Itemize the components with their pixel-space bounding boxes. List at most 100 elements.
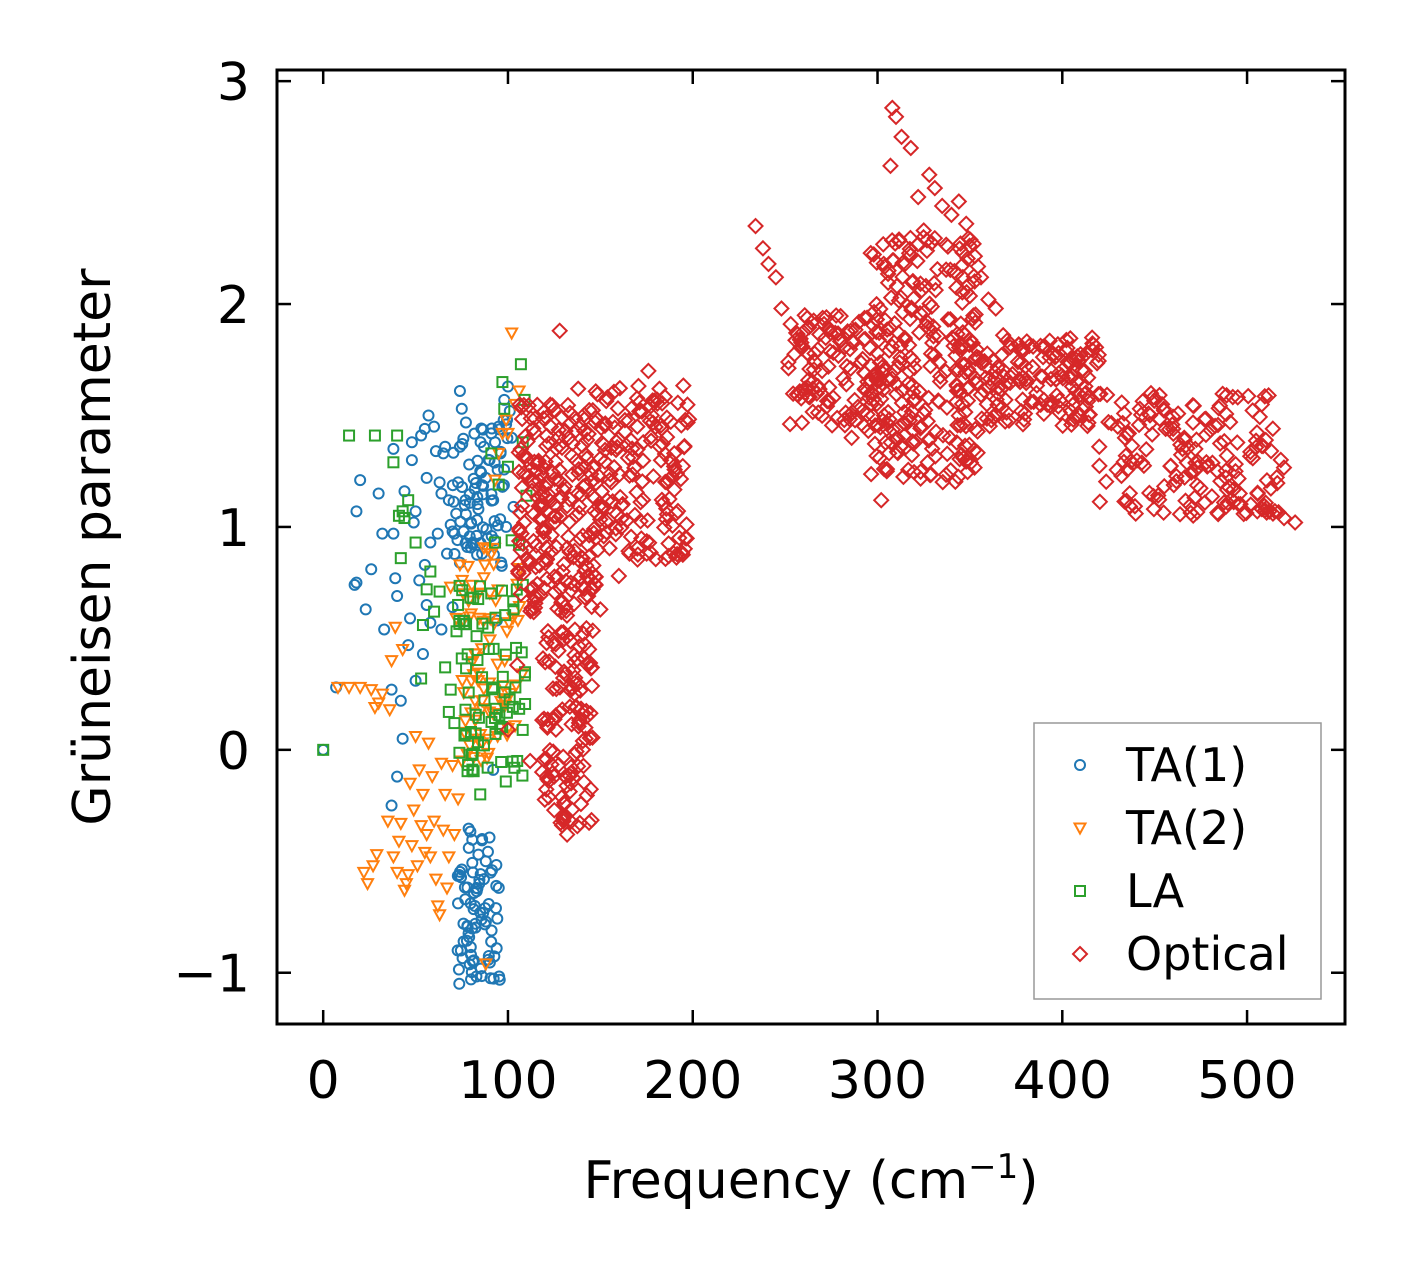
point-optical [1057, 331, 1075, 349]
point-optical [1165, 476, 1183, 494]
point-optical [585, 459, 603, 477]
point-optical [601, 465, 619, 483]
point-optical [519, 550, 537, 568]
point-optical [543, 756, 560, 773]
point-optical [641, 412, 659, 430]
point-optical [542, 543, 560, 561]
point-la [472, 593, 485, 606]
point-optical [587, 576, 605, 594]
point-optical [548, 569, 566, 586]
point-ta2 [499, 625, 515, 639]
point-optical [562, 813, 580, 831]
point-optical [634, 491, 652, 509]
point-la [391, 429, 404, 442]
point-la [317, 743, 330, 756]
point-optical [966, 314, 984, 332]
point-optical [511, 522, 528, 540]
point-optical [651, 437, 668, 455]
point-optical [550, 421, 568, 439]
point-optical [520, 553, 538, 571]
point-optical [567, 698, 585, 715]
point-optical [968, 341, 986, 358]
point-ta2 [419, 829, 434, 843]
point-optical [674, 457, 692, 475]
point-optical [1051, 391, 1069, 409]
point-optical [640, 534, 658, 552]
point-optical [672, 470, 690, 488]
point-optical [629, 546, 647, 564]
point-ta1 [500, 520, 513, 533]
point-la [496, 670, 509, 683]
point-ta2 [402, 777, 418, 791]
point-optical [1268, 469, 1286, 486]
point-optical [1116, 493, 1133, 510]
point-optical [810, 325, 828, 343]
point-optical [556, 478, 574, 495]
point-optical [948, 376, 965, 394]
point-optical [794, 323, 812, 341]
point-optical [1022, 393, 1040, 411]
point-ta2 [443, 581, 458, 595]
point-optical [747, 217, 764, 235]
series-la [317, 358, 533, 801]
point-optical [539, 485, 557, 503]
point-ta1 [398, 485, 411, 498]
point-optical [941, 429, 959, 447]
point-optical [1218, 386, 1236, 404]
point-optical [929, 327, 947, 345]
point-optical [926, 346, 943, 364]
point-optical [1186, 462, 1204, 480]
point-optical [553, 788, 571, 806]
point-optical [571, 711, 588, 729]
point-optical [827, 307, 845, 324]
point-optical [1174, 440, 1191, 458]
point-optical [593, 483, 611, 500]
point-ta1 [484, 866, 497, 879]
point-ta1 [454, 515, 467, 528]
point-ta1 [456, 438, 469, 451]
point-optical [803, 313, 820, 331]
point-ta1 [490, 879, 503, 892]
point-optical [1215, 494, 1233, 511]
point-ta1 [433, 476, 446, 489]
point-optical [939, 238, 957, 255]
point-ta1 [471, 498, 484, 511]
point-optical [1189, 453, 1207, 471]
point-optical [842, 360, 860, 377]
point-optical [1251, 408, 1269, 426]
point-ta1 [439, 440, 452, 453]
point-optical [912, 275, 929, 293]
point-optical [1188, 476, 1206, 494]
point-optical [1137, 440, 1155, 458]
point-optical [894, 303, 912, 321]
point-ta2 [441, 851, 457, 865]
point-optical [674, 377, 692, 395]
point-optical [1066, 408, 1084, 426]
point-la [499, 775, 512, 788]
point-optical [563, 715, 581, 733]
point-optical [1051, 404, 1069, 422]
point-ta2 [364, 684, 379, 698]
point-ta2 [464, 675, 479, 689]
point-optical [1091, 493, 1109, 511]
point-la [439, 661, 452, 674]
point-optical [903, 403, 921, 421]
point-optical [1260, 387, 1278, 404]
point-optical [1034, 338, 1052, 356]
point-ta1 [464, 897, 477, 910]
point-optical [909, 188, 927, 206]
point-optical [956, 403, 974, 421]
legend-item: Optical [1071, 927, 1288, 981]
point-la [415, 672, 428, 685]
point-optical [959, 229, 977, 247]
point-optical [566, 409, 584, 427]
point-ta2 [400, 869, 416, 883]
point-optical [534, 650, 552, 667]
point-optical [515, 396, 533, 414]
point-ta1 [365, 563, 378, 576]
point-optical [1217, 405, 1235, 423]
point-optical [907, 432, 925, 450]
point-optical [596, 417, 614, 435]
point-optical [869, 416, 887, 434]
point-la [516, 769, 529, 782]
